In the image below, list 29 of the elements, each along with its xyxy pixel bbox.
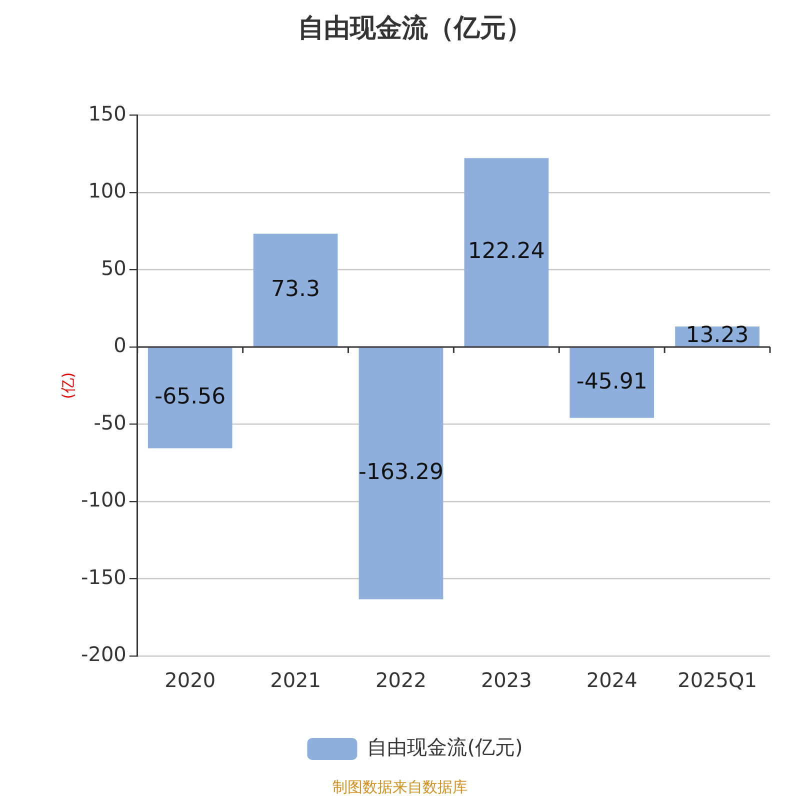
x-tick-label: 2022 [376,668,426,692]
data-label: 122.24 [468,238,545,264]
bar [464,158,549,346]
bar [253,234,338,346]
y-tick-label: 150 [88,101,126,126]
y-tick-label: 0 [114,333,126,358]
x-tick-label: 2024 [586,668,638,692]
y-tick-label: 50 [100,256,126,280]
x-tick-label: 2023 [480,668,532,692]
bar [358,348,444,600]
data-label: -65.56 [154,384,226,410]
y-tick-label: -150 [81,564,126,589]
y-tick-label: -200 [81,642,126,666]
y-tick-label: 100 [88,178,126,203]
y-tick-label: -100 [81,488,126,512]
data-label: -45.91 [576,369,648,394]
data-label: -163.29 [358,460,444,486]
data-label: 13.23 [686,323,749,348]
x-tick-label: 2025Q1 [678,668,757,692]
bar [570,348,654,418]
x-tick-label: 2020 [164,668,216,692]
y-tick-label: -50 [94,410,126,434]
y-axis-title: (亿) [58,372,77,399]
legend-label: 自由现金流(亿元) [367,735,523,760]
chart-title: 自由现金流（亿元） [298,13,532,44]
data-label: 73.3 [271,276,320,302]
text: 制图数据来自数据库 [332,778,468,797]
x-tick-label: 2021 [270,668,321,692]
bar [148,348,232,448]
